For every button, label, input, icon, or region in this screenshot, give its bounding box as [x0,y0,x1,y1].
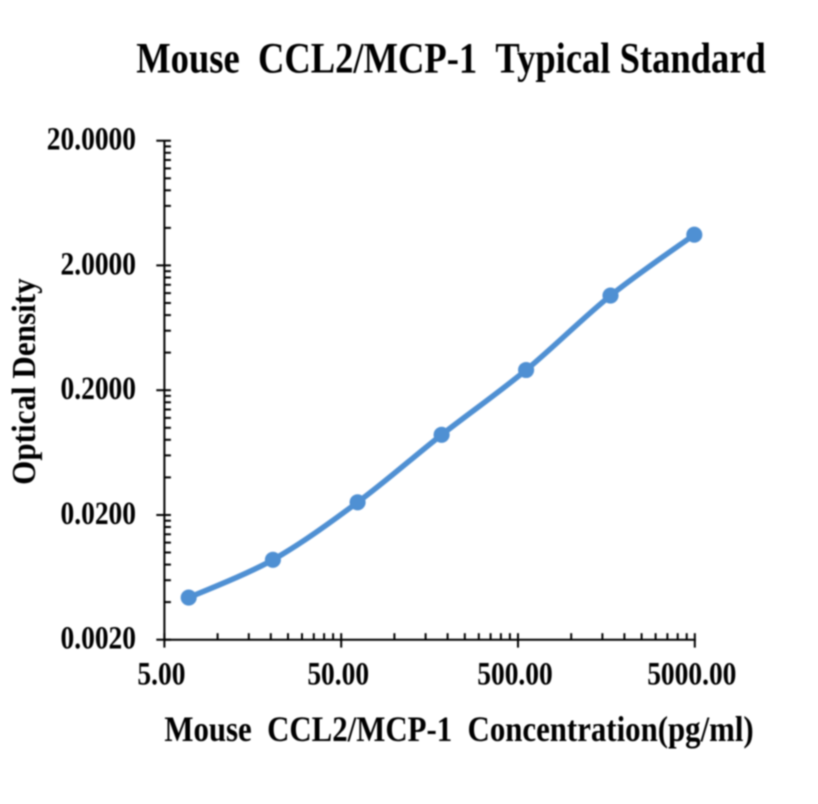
svg-text:0.2000: 0.2000 [61,371,136,407]
svg-text:500.00: 500.00 [477,657,552,693]
svg-text:0.0200: 0.0200 [61,496,136,532]
svg-text:50.00: 50.00 [307,657,369,693]
svg-text:Mouse CCL2/MCP-1 Typical Sta: Mouse CCL2/MCP-1 Typical Standard [136,34,766,82]
svg-text:Optical Density: Optical Density [6,278,44,485]
svg-text:2.0000: 2.0000 [61,246,136,282]
svg-text:Mouse CCL2/MCP-1 Concentrati: Mouse CCL2/MCP-1 Concentration(pg/ml) [164,710,753,750]
svg-text:5.00: 5.00 [137,657,185,693]
svg-text:0.0020: 0.0020 [61,621,136,657]
svg-text:20.0000: 20.0000 [47,122,136,158]
svg-text:5000.00: 5000.00 [647,657,736,693]
